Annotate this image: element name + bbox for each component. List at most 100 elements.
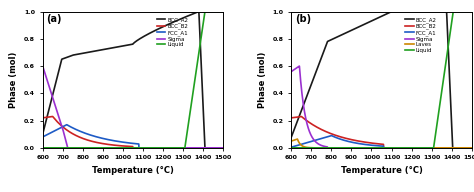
FCC_A1 [431,147,437,149]
Line: FCC_A1: FCC_A1 [43,125,223,148]
BCC_A2 [220,147,226,149]
Sigma [215,147,220,149]
FCC_A1 [220,147,226,149]
Liquid [128,147,133,149]
BCC_A2 [469,147,474,149]
BCC_A2 [289,136,294,138]
FCC_A1 [64,123,70,126]
Legend: BCC_A2, BCC_B2, FCC_A1, Sigma, Liquid: BCC_A2, BCC_B2, FCC_A1, Sigma, Liquid [156,17,188,47]
FCC_A1 [376,145,382,147]
Line: BCC_A2: BCC_A2 [43,12,223,148]
BCC_B2 [220,147,226,149]
Liquid [289,147,294,149]
BCC_B2 [215,147,221,149]
Laves [464,147,469,149]
BCC_B2 [128,145,133,148]
BCC_A2 [376,16,382,18]
Line: BCC_B2: BCC_B2 [43,117,223,148]
Laves [298,143,303,146]
Sigma [296,65,302,67]
BCC_A2 [464,147,469,149]
BCC_B2 [40,117,46,119]
FCC_A1 [136,147,142,149]
Sigma [464,147,469,149]
BCC_A2 [49,97,55,99]
Sigma [65,147,71,149]
BCC_B2 [215,147,220,149]
FCC_A1 [215,147,221,149]
FCC_A1 [49,131,55,133]
BCC_A2 [298,111,303,114]
BCC_A2 [430,10,436,13]
BCC_A2 [215,147,221,149]
Laves [469,147,474,149]
FCC_A1 [40,136,46,138]
Liquid [298,147,303,149]
Liquid [215,10,220,13]
BCC_B2 [464,147,469,149]
Sigma [40,65,46,67]
FCC_A1 [381,147,386,149]
BCC_A2 [372,18,377,21]
Liquid [202,10,208,13]
FCC_A1 [182,147,188,149]
FCC_A1 [464,147,469,149]
Liquid [220,10,226,13]
FCC_A1 [123,141,128,144]
Sigma [128,147,133,149]
BCC_B2 [431,147,437,149]
BCC_A2 [40,133,46,135]
BCC_B2 [182,147,188,149]
Sigma [215,147,220,149]
BCC_B2 [289,117,294,119]
Liquid [430,147,436,149]
Sigma [431,147,437,149]
Line: BCC_A2: BCC_A2 [292,12,472,148]
Sigma [325,147,330,149]
BCC_A2 [450,147,456,149]
Laves [289,140,294,142]
Line: FCC_A1: FCC_A1 [292,136,472,148]
Laves [294,138,300,140]
Y-axis label: Phase (mol): Phase (mol) [258,51,267,108]
FCC_A1 [464,147,469,149]
Liquid [464,10,469,13]
BCC_A2 [464,147,469,149]
BCC_A2 [182,16,187,18]
BCC_A2 [128,44,133,46]
Liquid [372,147,377,149]
Sigma [469,147,474,149]
Line: Laves: Laves [292,139,472,148]
Liquid [215,10,220,13]
Laves [376,147,382,149]
BCC_B2 [381,147,386,149]
BCC_B2 [50,115,55,118]
Sigma [376,147,382,149]
Sigma [289,70,294,73]
BCC_B2 [469,147,474,149]
Sigma [220,147,226,149]
Liquid [464,10,469,13]
X-axis label: Temperature (°C): Temperature (°C) [92,166,173,175]
BCC_B2 [130,147,136,149]
FCC_A1 [328,134,334,137]
Liquid [49,147,55,149]
BCC_B2 [299,115,304,118]
Legend: BCC_A2, BCC_B2, FCC_A1, Sigma, Laves, Liquid: BCC_A2, BCC_B2, FCC_A1, Sigma, Laves, Li… [405,17,437,53]
FCC_A1 [289,146,294,148]
Line: Sigma: Sigma [292,66,472,148]
Liquid [469,10,474,13]
Sigma [298,80,303,82]
BCC_A2 [389,10,394,13]
BCC_B2 [372,142,377,145]
Sigma [464,147,469,149]
Liquid [182,147,187,149]
Sigma [123,147,128,149]
Line: BCC_B2: BCC_B2 [292,117,472,148]
FCC_A1 [469,147,474,149]
BCC_B2 [376,143,382,145]
BCC_A2 [123,44,128,47]
Laves [310,147,316,149]
Liquid [376,147,382,149]
BCC_B2 [464,147,469,149]
